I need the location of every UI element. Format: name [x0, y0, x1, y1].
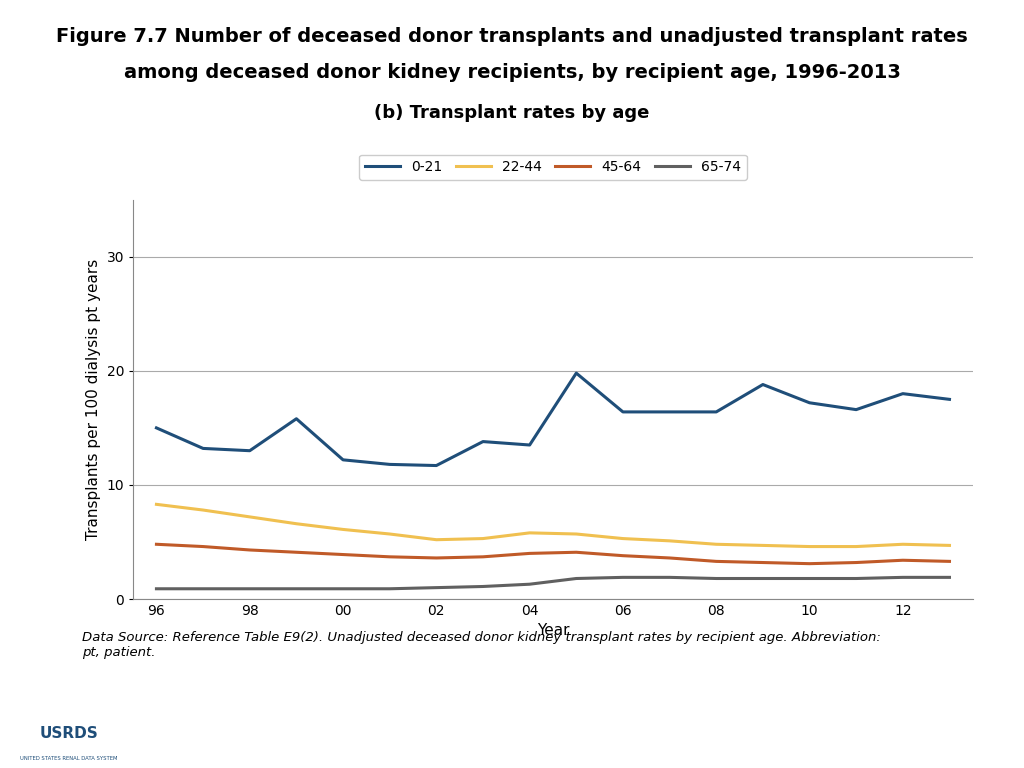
0-21	[897, 389, 909, 399]
65-74	[197, 584, 209, 594]
0-21	[523, 440, 536, 449]
65-74	[523, 580, 536, 589]
45-64	[430, 554, 442, 563]
65-74	[477, 582, 489, 591]
45-64	[757, 558, 769, 567]
Text: Vol 2, ESRD, Ch 7: Vol 2, ESRD, Ch 7	[431, 731, 593, 750]
45-64	[337, 550, 349, 559]
Text: UNITED STATES RENAL DATA SYSTEM: UNITED STATES RENAL DATA SYSTEM	[20, 756, 118, 760]
45-64	[897, 555, 909, 564]
22-44	[337, 525, 349, 534]
0-21	[616, 407, 629, 416]
22-44	[523, 528, 536, 538]
65-74	[664, 573, 676, 582]
22-44	[850, 542, 862, 551]
65-74	[943, 573, 955, 582]
65-74	[804, 574, 816, 583]
0-21	[757, 380, 769, 389]
45-64	[244, 545, 256, 554]
65-74	[244, 584, 256, 594]
45-64	[290, 548, 302, 557]
Text: USRDS: USRDS	[40, 727, 98, 741]
45-64	[710, 557, 722, 566]
65-74	[151, 584, 163, 594]
45-64	[523, 549, 536, 558]
22-44	[197, 505, 209, 515]
0-21	[850, 405, 862, 414]
65-74	[710, 574, 722, 583]
45-64	[804, 559, 816, 568]
Text: among deceased donor kidney recipients, by recipient age, 1996-2013: among deceased donor kidney recipients, …	[124, 63, 900, 82]
0-21	[664, 407, 676, 416]
22-44	[804, 542, 816, 551]
22-44	[570, 529, 583, 538]
45-64	[664, 554, 676, 563]
22-44	[710, 540, 722, 549]
22-44	[151, 500, 163, 509]
0-21	[477, 437, 489, 446]
45-64	[616, 551, 629, 561]
22-44	[757, 541, 769, 550]
65-74	[290, 584, 302, 594]
0-21	[943, 395, 955, 404]
Line: 45-64: 45-64	[157, 545, 949, 564]
45-64	[384, 552, 396, 561]
0-21	[290, 414, 302, 423]
0-21	[430, 461, 442, 470]
22-44	[616, 534, 629, 543]
65-74	[897, 573, 909, 582]
22-44	[943, 541, 955, 550]
Legend: 0-21, 22-44, 45-64, 65-74: 0-21, 22-44, 45-64, 65-74	[359, 154, 746, 180]
0-21	[710, 407, 722, 416]
45-64	[197, 542, 209, 551]
Line: 65-74: 65-74	[157, 578, 949, 589]
22-44	[897, 540, 909, 549]
Text: Figure 7.7 Number of deceased donor transplants and unadjusted transplant rates: Figure 7.7 Number of deceased donor tran…	[56, 27, 968, 46]
65-74	[430, 583, 442, 592]
22-44	[477, 534, 489, 543]
22-44	[430, 535, 442, 545]
22-44	[664, 536, 676, 545]
45-64	[850, 558, 862, 567]
0-21	[244, 446, 256, 455]
45-64	[943, 557, 955, 566]
45-64	[477, 552, 489, 561]
Text: 10: 10	[971, 731, 993, 750]
65-74	[850, 574, 862, 583]
Y-axis label: Transplants per 100 dialysis pt years: Transplants per 100 dialysis pt years	[86, 259, 101, 540]
X-axis label: Year: Year	[537, 624, 569, 638]
65-74	[570, 574, 583, 583]
Line: 22-44: 22-44	[157, 505, 949, 547]
Line: 0-21: 0-21	[157, 373, 949, 465]
22-44	[384, 529, 396, 538]
Text: (b) Transplant rates by age: (b) Transplant rates by age	[375, 104, 649, 121]
22-44	[290, 519, 302, 528]
65-74	[616, 573, 629, 582]
0-21	[197, 444, 209, 453]
0-21	[384, 460, 396, 469]
0-21	[337, 455, 349, 465]
45-64	[151, 540, 163, 549]
65-74	[384, 584, 396, 594]
65-74	[337, 584, 349, 594]
45-64	[570, 548, 583, 557]
0-21	[804, 398, 816, 407]
0-21	[151, 423, 163, 432]
65-74	[757, 574, 769, 583]
22-44	[244, 512, 256, 521]
Text: Data Source: Reference Table E9(2). Unadjusted deceased donor kidney transplant : Data Source: Reference Table E9(2). Unad…	[82, 631, 881, 659]
0-21	[570, 369, 583, 378]
